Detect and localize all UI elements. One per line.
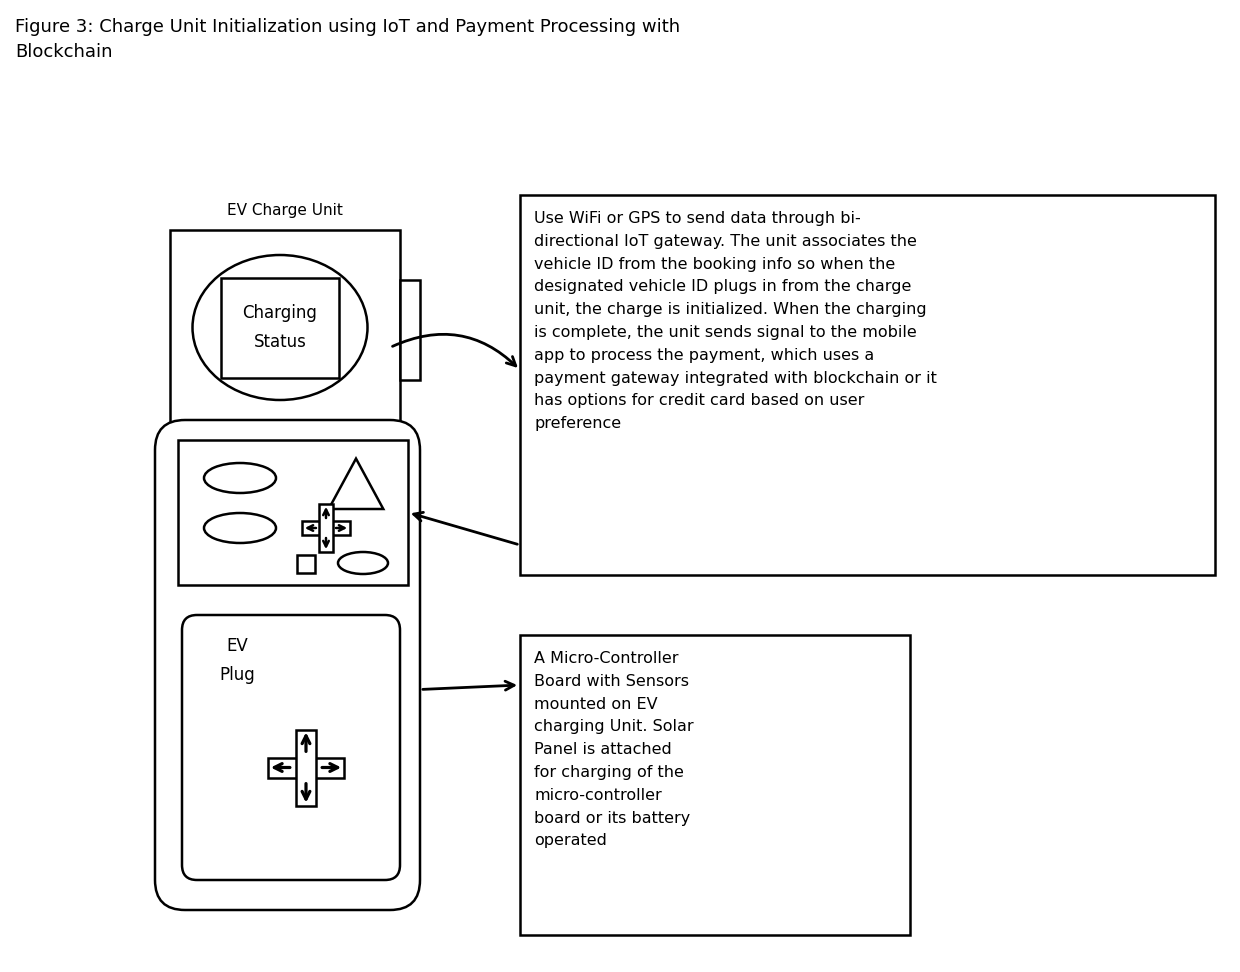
Text: Use WiFi or GPS to send data through bi-
directional IoT gateway. The unit assoc: Use WiFi or GPS to send data through bi-… xyxy=(534,211,937,432)
Bar xyxy=(296,730,316,806)
Bar xyxy=(401,280,420,380)
Ellipse shape xyxy=(339,552,388,574)
Bar xyxy=(303,521,350,535)
Text: Figure 3: Charge Unit Initialization using IoT and Payment Processing with
Block: Figure 3: Charge Unit Initialization usi… xyxy=(15,18,680,61)
Text: Charging
Status: Charging Status xyxy=(243,304,317,351)
Bar xyxy=(268,757,343,778)
Ellipse shape xyxy=(192,255,367,400)
Text: EV Charge Unit: EV Charge Unit xyxy=(227,203,343,218)
Text: A Micro-Controller
Board with Sensors
mounted on EV
charging Unit. Solar
Panel i: A Micro-Controller Board with Sensors mo… xyxy=(534,651,693,849)
FancyBboxPatch shape xyxy=(155,420,420,910)
Text: EV
Plug: EV Plug xyxy=(219,637,255,684)
FancyBboxPatch shape xyxy=(182,615,401,880)
Bar xyxy=(319,504,334,552)
Bar xyxy=(520,635,910,935)
Bar xyxy=(179,440,408,585)
Ellipse shape xyxy=(205,513,277,543)
Bar xyxy=(170,230,401,425)
Bar xyxy=(520,195,1215,575)
Bar xyxy=(298,555,315,573)
Polygon shape xyxy=(329,459,383,509)
Bar xyxy=(221,277,339,377)
Ellipse shape xyxy=(205,463,277,493)
